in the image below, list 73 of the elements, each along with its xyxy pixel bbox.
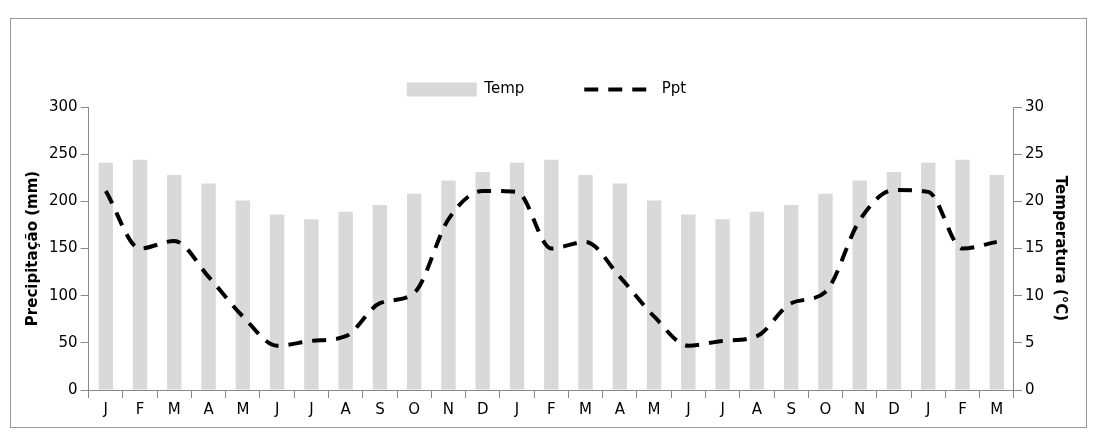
y2-tick-label: 30 [1024,96,1045,115]
x-tick-label: S [786,399,796,418]
bar [989,174,1004,390]
x-tick-label: M [990,399,1004,418]
bar [441,180,456,390]
bar [646,200,662,390]
x-tick-label: J [102,399,108,418]
x-tick-label: J [925,399,931,418]
y2-tick-label: 5 [1024,332,1035,351]
x-tick-label: M [236,399,250,418]
x-tick-label: J [719,399,725,418]
bar [304,219,319,390]
bar [715,219,730,390]
bar [407,193,422,390]
x-tick-label: F [135,399,145,418]
y2-tick-label: 10 [1024,285,1045,304]
bar [509,162,525,390]
bar [921,162,936,390]
x-tick-label: J [308,399,314,418]
bar [681,214,696,390]
x-tick-label: J [273,399,280,418]
x-tick-label: O [408,399,421,418]
bar [132,159,148,390]
y2-tick-label: 25 [1024,144,1045,163]
x-tick-label: N [442,399,455,418]
y-tick-label: 50 [58,332,78,351]
x-tick-label: D [888,399,900,418]
y2-tick-label: 20 [1024,191,1045,210]
bar [818,193,833,390]
x-tick-label: A [614,399,626,418]
bar [749,211,765,390]
x-tick-label: J [513,399,520,418]
y-tick-label: 0 [68,379,78,398]
x-tick-label: O [819,399,832,418]
legend-label: Ppt [661,79,687,98]
bar [338,211,353,390]
x-tick-label: M [647,399,661,418]
y-tick-label: 200 [48,191,78,210]
x-tick-label: M [167,399,181,418]
bar [98,162,113,390]
bar [783,205,799,390]
x-tick-label: A [340,399,352,418]
y-tick-label: 150 [48,238,78,257]
bar [578,174,593,390]
line-series [103,188,999,348]
y-axis-title: Precipitação (mm) [22,170,41,327]
x-tick-label: M [579,399,593,418]
x-tick-label: F [546,399,556,418]
x-tick-label: S [375,399,385,418]
x-tick-label: D [476,399,489,418]
bar [269,214,285,390]
bar [201,183,216,390]
y-tick-label: 100 [48,285,78,304]
bar [612,183,628,390]
y2-tick-label: 0 [1024,379,1035,398]
y-tick-label: 300 [48,96,78,115]
bar [167,174,182,390]
legend-label: Temp [483,79,525,98]
bar [475,172,490,390]
y2-axis-title: Temperatura (°C) [1052,175,1071,322]
x-tick-label: A [203,399,215,418]
bar [372,205,388,390]
bar [852,180,867,390]
x-tick-label: F [958,399,967,418]
bar [235,200,251,390]
bar [886,172,902,390]
y2-tick-label: 15 [1024,238,1045,257]
x-tick-label: J [685,399,691,418]
bar [544,159,559,390]
bar [955,159,970,390]
x-tick-label: A [751,399,763,418]
x-tick-label: N [854,399,866,418]
y-tick-label: 250 [48,144,78,163]
